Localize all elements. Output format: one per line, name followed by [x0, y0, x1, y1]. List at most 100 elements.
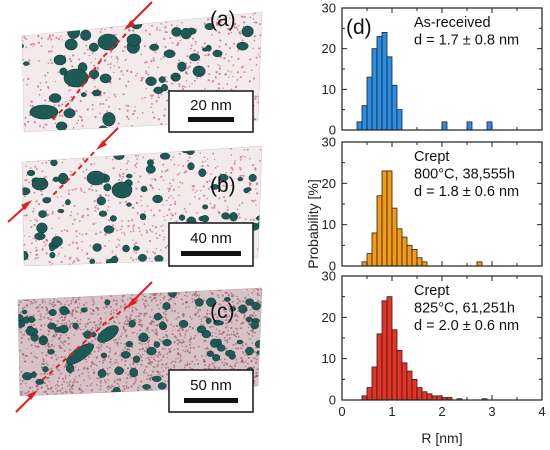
matrix-atom	[129, 289, 131, 292]
matrix-atom	[125, 334, 128, 337]
matrix-atom	[20, 264, 21, 265]
matrix-atom	[60, 355, 63, 359]
matrix-atom	[186, 55, 189, 58]
matrix-atom	[226, 363, 229, 365]
matrix-atom	[137, 389, 140, 393]
matrix-atom	[213, 206, 216, 209]
histogram-bar	[371, 48, 378, 131]
matrix-atom	[24, 392, 27, 395]
matrix-atom	[155, 232, 158, 235]
matrix-atom	[111, 250, 114, 253]
matrix-atom	[165, 21, 168, 24]
matrix-atom	[24, 214, 26, 217]
matrix-atom	[107, 379, 110, 382]
matrix-atom	[61, 383, 64, 386]
matrix-atom	[58, 104, 61, 107]
matrix-atom	[116, 361, 118, 363]
matrix-atom	[131, 310, 134, 313]
matrix-atom	[80, 189, 83, 192]
matrix-atom	[125, 58, 128, 61]
matrix-atom	[242, 146, 244, 148]
matrix-atom	[184, 334, 187, 337]
matrix-atom	[48, 34, 51, 37]
matrix-atom	[66, 300, 68, 302]
matrix-atom	[49, 292, 52, 295]
matrix-atom	[86, 252, 89, 255]
matrix-atom	[248, 80, 251, 83]
matrix-atom	[34, 218, 36, 221]
matrix-atom	[122, 349, 124, 351]
matrix-atom	[173, 335, 176, 338]
matrix-atom	[218, 212, 221, 215]
matrix-atom	[101, 288, 104, 289]
matrix-atom	[44, 301, 47, 303]
matrix-atom	[106, 386, 109, 389]
precipitate	[138, 332, 149, 343]
precipitate	[216, 344, 226, 352]
matrix-atom	[63, 356, 66, 358]
matrix-atom	[46, 373, 49, 375]
matrix-atom	[234, 26, 237, 29]
matrix-atom	[52, 292, 55, 295]
matrix-atom	[144, 304, 147, 308]
matrix-atom	[89, 384, 92, 387]
precipitate	[153, 341, 161, 348]
matrix-atom	[243, 148, 246, 151]
matrix-atom	[167, 196, 170, 199]
matrix-atom	[259, 149, 262, 151]
matrix-atom	[49, 373, 52, 377]
matrix-atom	[145, 60, 148, 64]
matrix-atom	[97, 350, 100, 353]
matrix-atom	[96, 377, 98, 379]
matrix-atom	[210, 16, 213, 19]
matrix-atom	[240, 174, 243, 177]
matrix-atom	[50, 227, 53, 230]
matrix-atom	[111, 363, 113, 366]
precipitate	[250, 320, 259, 330]
y-tick-label: 10	[322, 82, 336, 97]
matrix-atom	[131, 219, 134, 222]
matrix-atom	[148, 336, 151, 339]
matrix-atom	[224, 361, 227, 364]
precipitate	[98, 125, 108, 132]
matrix-atom	[46, 239, 49, 241]
matrix-atom	[230, 166, 233, 169]
matrix-atom	[235, 335, 237, 338]
matrix-atom	[144, 17, 147, 20]
matrix-atom	[171, 360, 174, 363]
matrix-atom	[79, 99, 82, 103]
matrix-atom	[31, 42, 34, 45]
precipitate	[126, 202, 132, 207]
matrix-atom	[93, 199, 96, 203]
precipitate	[72, 322, 79, 330]
matrix-atom	[253, 264, 256, 266]
matrix-atom	[47, 395, 50, 396]
y-tick-label: 0	[329, 393, 336, 408]
matrix-atom	[55, 393, 58, 396]
matrix-atom	[35, 345, 38, 348]
matrix-atom	[34, 165, 37, 168]
matrix-atom	[68, 319, 71, 322]
matrix-atom	[160, 366, 163, 369]
matrix-atom	[217, 82, 220, 86]
matrix-atom	[236, 332, 239, 335]
matrix-atom	[226, 208, 229, 212]
matrix-atom	[75, 241, 78, 245]
matrix-atom	[63, 323, 66, 325]
matrix-atom	[184, 350, 187, 353]
y-tick-label: 10	[322, 217, 336, 232]
matrix-atom	[236, 327, 239, 331]
matrix-atom	[141, 111, 144, 114]
matrix-atom	[31, 386, 34, 388]
matrix-atom	[235, 12, 238, 15]
y-tick-label: 30	[322, 1, 336, 16]
matrix-atom	[187, 329, 190, 331]
matrix-atom	[16, 339, 17, 340]
matrix-atom	[148, 239, 152, 243]
matrix-atom	[115, 33, 118, 36]
matrix-atom	[152, 356, 155, 359]
matrix-atom	[18, 292, 19, 295]
matrix-atom	[133, 243, 136, 246]
matrix-atom	[207, 65, 210, 68]
matrix-atom	[231, 75, 234, 78]
